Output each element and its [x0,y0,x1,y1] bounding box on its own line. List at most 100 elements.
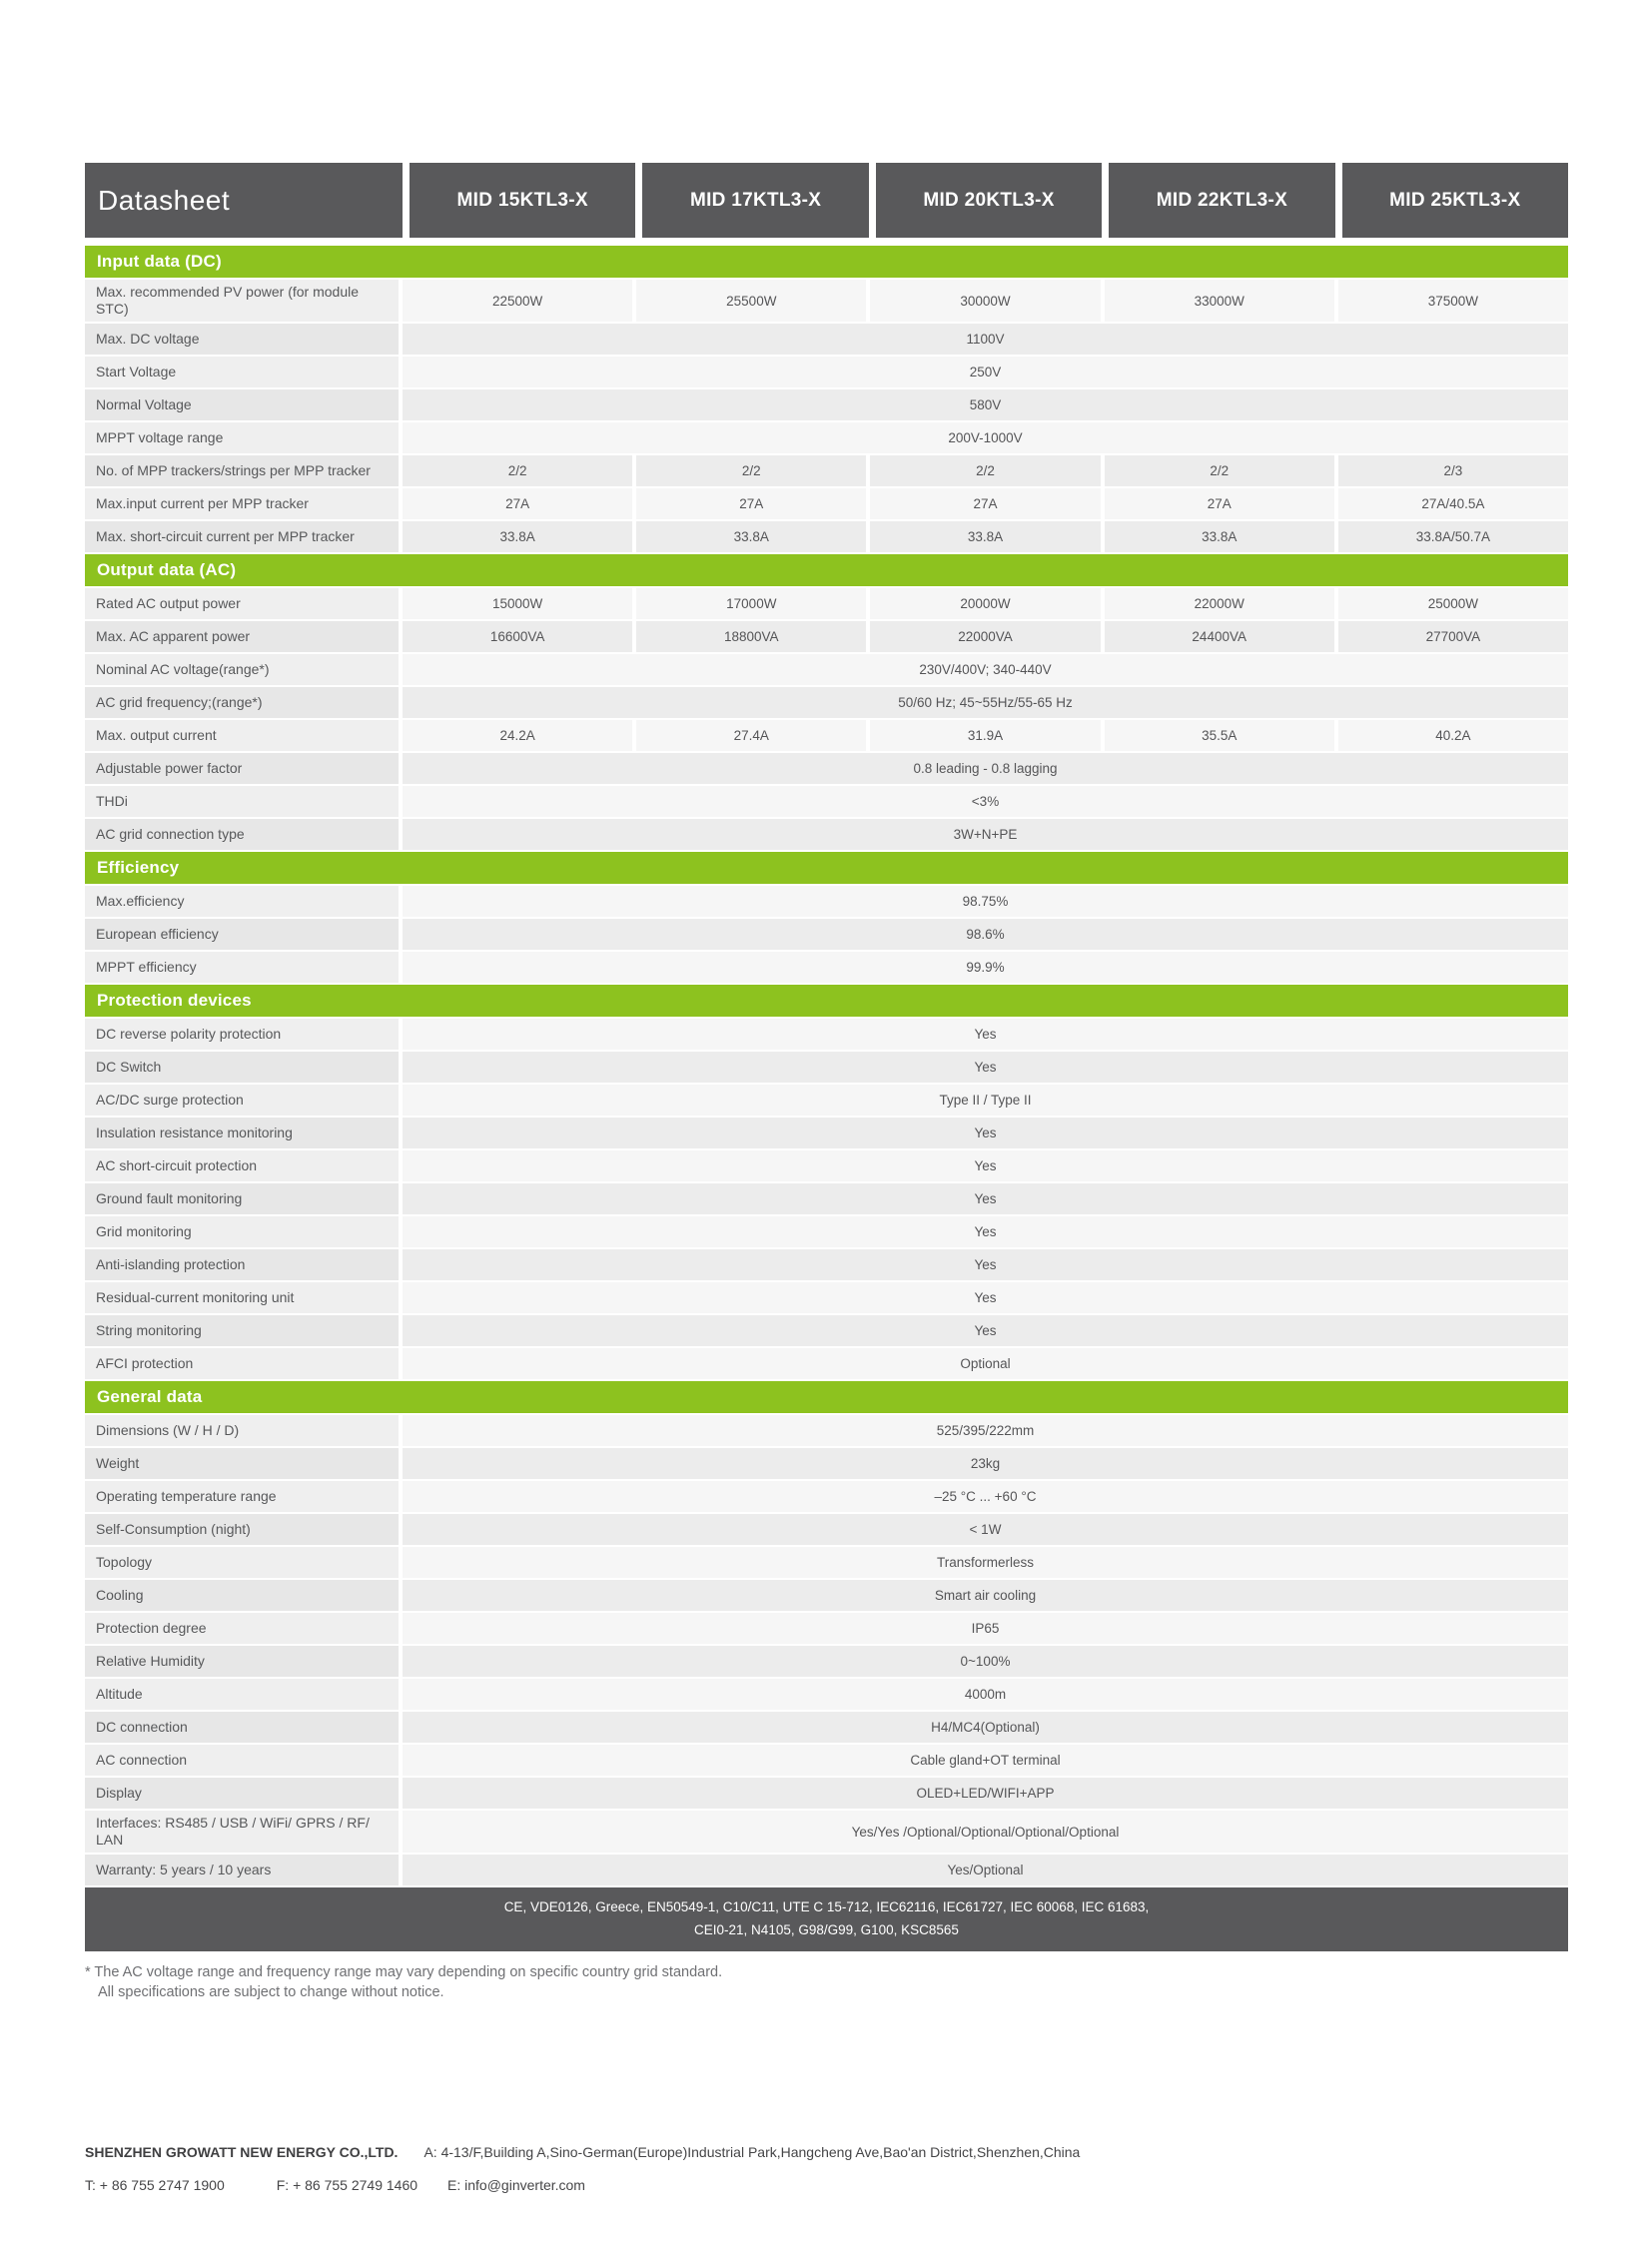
spec-value: 33.8A [636,521,867,553]
spec-value: 27A [870,488,1101,520]
section-header: Efficiency [85,852,1568,885]
spec-label: Adjustable power factor [85,753,399,785]
spec-label: Max. AC apparent power [85,621,399,653]
spec-value-span: 23kg [403,1448,1568,1480]
spec-row: Residual-current monitoring unit Yes [85,1282,1568,1314]
spec-values: Cable gland+OT terminal [403,1745,1568,1777]
spec-value-span: Cable gland+OT terminal [403,1745,1568,1777]
spec-values: 98.75% [403,886,1568,918]
spec-value-span: Transformerless [403,1547,1568,1579]
spec-value: 27A [403,488,633,520]
spec-values: < 1W [403,1514,1568,1546]
spec-value-span: 0.8 leading - 0.8 lagging [403,753,1568,785]
spec-row: Max. AC apparent power 16600VA 18800VA 2200… [85,621,1569,653]
spec-label: Protection degree [85,1613,399,1645]
spec-row: Adjustable power factor 0.8 leading - 0.8… [85,753,1568,785]
spec-value-span: Yes/Optional [403,1855,1568,1886]
spec-label: European efficiency [85,919,399,951]
spec-label: MPPT voltage range [85,422,399,454]
spec-row: Rated AC output power 15000W 17000W 20000W 2… [85,588,1569,620]
spec-label: Cooling [85,1580,399,1612]
spec-label: MPPT efficiency [85,952,399,984]
spec-value-span: –25 °C ... +60 °C [403,1481,1568,1513]
spec-row: Max. DC voltage 1100V [85,324,1568,356]
spec-value-span: Yes [403,1052,1568,1084]
spec-values: Transformerless [403,1547,1568,1579]
spec-values: 230V/400V; 340-440V [403,654,1568,686]
spec-value: 27A/40.5A [1337,488,1569,520]
spec-value: 22500W [403,280,633,323]
spec-values: 200V-1000V [403,422,1568,454]
spec-values: 27A 27A 27A 27A 27A/40.5A [403,488,1569,520]
spec-label: Self-Consumption (night) [85,1514,399,1546]
spec-label: Interfaces: RS485 / USB / WiFi/ GPRS / R… [85,1811,399,1854]
spec-label: String monitoring [85,1315,399,1347]
spec-value: 35.5A [1104,720,1334,752]
spec-value-span: <3% [403,786,1568,818]
spec-value-span: Yes [403,1315,1568,1347]
spec-row: Protection degree IP65 [85,1613,1568,1645]
spec-values: Yes/Yes /Optional/Optional/Optional/Opti… [403,1811,1568,1854]
spec-value-span: Yes [403,1216,1568,1248]
spec-value: 22000W [1104,588,1334,620]
spec-row: Operating temperature range –25 °C ... +6… [85,1481,1568,1513]
spec-label: Altitude [85,1679,399,1711]
footnote: * The AC voltage range and frequency ran… [85,1963,1568,2002]
spec-values: IP65 [403,1613,1568,1645]
spec-value-span: 4000m [403,1679,1568,1711]
spec-label: Grid monitoring [85,1216,399,1248]
spec-values: Optional [403,1348,1568,1380]
spec-value: 16600VA [403,621,633,653]
spec-label: AC connection [85,1745,399,1777]
spec-value-span: Smart air cooling [403,1580,1568,1612]
spec-label: Weight [85,1448,399,1480]
spec-value: 24.2A [403,720,633,752]
spec-row: Warranty: 5 years / 10 years Yes/Optional [85,1855,1568,1886]
spec-row: AC connection Cable gland+OT terminal [85,1745,1568,1777]
spec-row: Start Voltage 250V [85,357,1568,388]
spec-label: Rated AC output power [85,588,399,620]
spec-values: Yes [403,1150,1568,1182]
spec-values: Yes [403,1216,1568,1248]
spec-value: 2/2 [636,455,867,487]
spec-values: 16600VA 18800VA 22000VA 24400VA 27700VA [403,621,1569,653]
spec-values: 24.2A 27.4A 31.9A 35.5A 40.2A [403,720,1569,752]
spec-row: Display OLED+LED/WIFI+APP [85,1778,1568,1810]
spec-value-span: 0~100% [403,1646,1568,1678]
spec-value: 2/2 [403,455,633,487]
spec-row: Nominal AC voltage(range*) 230V/400V; 340… [85,654,1568,686]
spec-value-span: Optional [403,1348,1568,1380]
company-tel: T: + 86 755 2747 1900 [85,2177,225,2193]
spec-row: AC short-circuit protection Yes [85,1150,1568,1182]
spec-value-span: 98.6% [403,919,1568,951]
spec-label: Dimensions (W / H / D) [85,1415,399,1447]
spec-label: DC reverse polarity protection [85,1019,399,1051]
spec-value: 37500W [1337,280,1569,323]
spec-label: Anti-islanding protection [85,1249,399,1281]
spec-label: Insulation resistance monitoring [85,1118,399,1149]
spec-values: Type II / Type II [403,1085,1568,1117]
spec-row: MPPT voltage range 200V-1000V [85,422,1568,454]
section-header: Protection devices [85,985,1568,1018]
model-header-mid25: MID 25KTL3-X [1341,163,1569,238]
spec-values: 4000m [403,1679,1568,1711]
company-address: A: 4-13/F,Building A,Sino-German(Europe)… [423,2144,1081,2160]
spec-row: No. of MPP trackers/strings per MPP trac… [85,455,1569,487]
section-header: Output data (AC) [85,554,1568,587]
spec-row: DC Switch Yes [85,1052,1568,1084]
spec-values: Yes [403,1282,1568,1314]
spec-value: 2/2 [870,455,1101,487]
model-header-mid17: MID 17KTL3-X [642,163,869,238]
section-header: Input data (DC) [85,246,1568,278]
spec-label: Warranty: 5 years / 10 years [85,1855,399,1886]
spec-value-span: H4/MC4(Optional) [403,1712,1568,1744]
spec-label: Nominal AC voltage(range*) [85,654,399,686]
spec-row: Max.efficiency 98.75% [85,886,1568,918]
spec-label: DC connection [85,1712,399,1744]
spec-value-span: IP65 [403,1613,1568,1645]
model-header-mid20: MID 20KTL3-X [875,163,1103,238]
spec-row: MPPT efficiency 99.9% [85,952,1568,984]
spec-value: 15000W [403,588,633,620]
spec-value-span: Yes [403,1118,1568,1149]
spec-value: 33.8A [870,521,1101,553]
